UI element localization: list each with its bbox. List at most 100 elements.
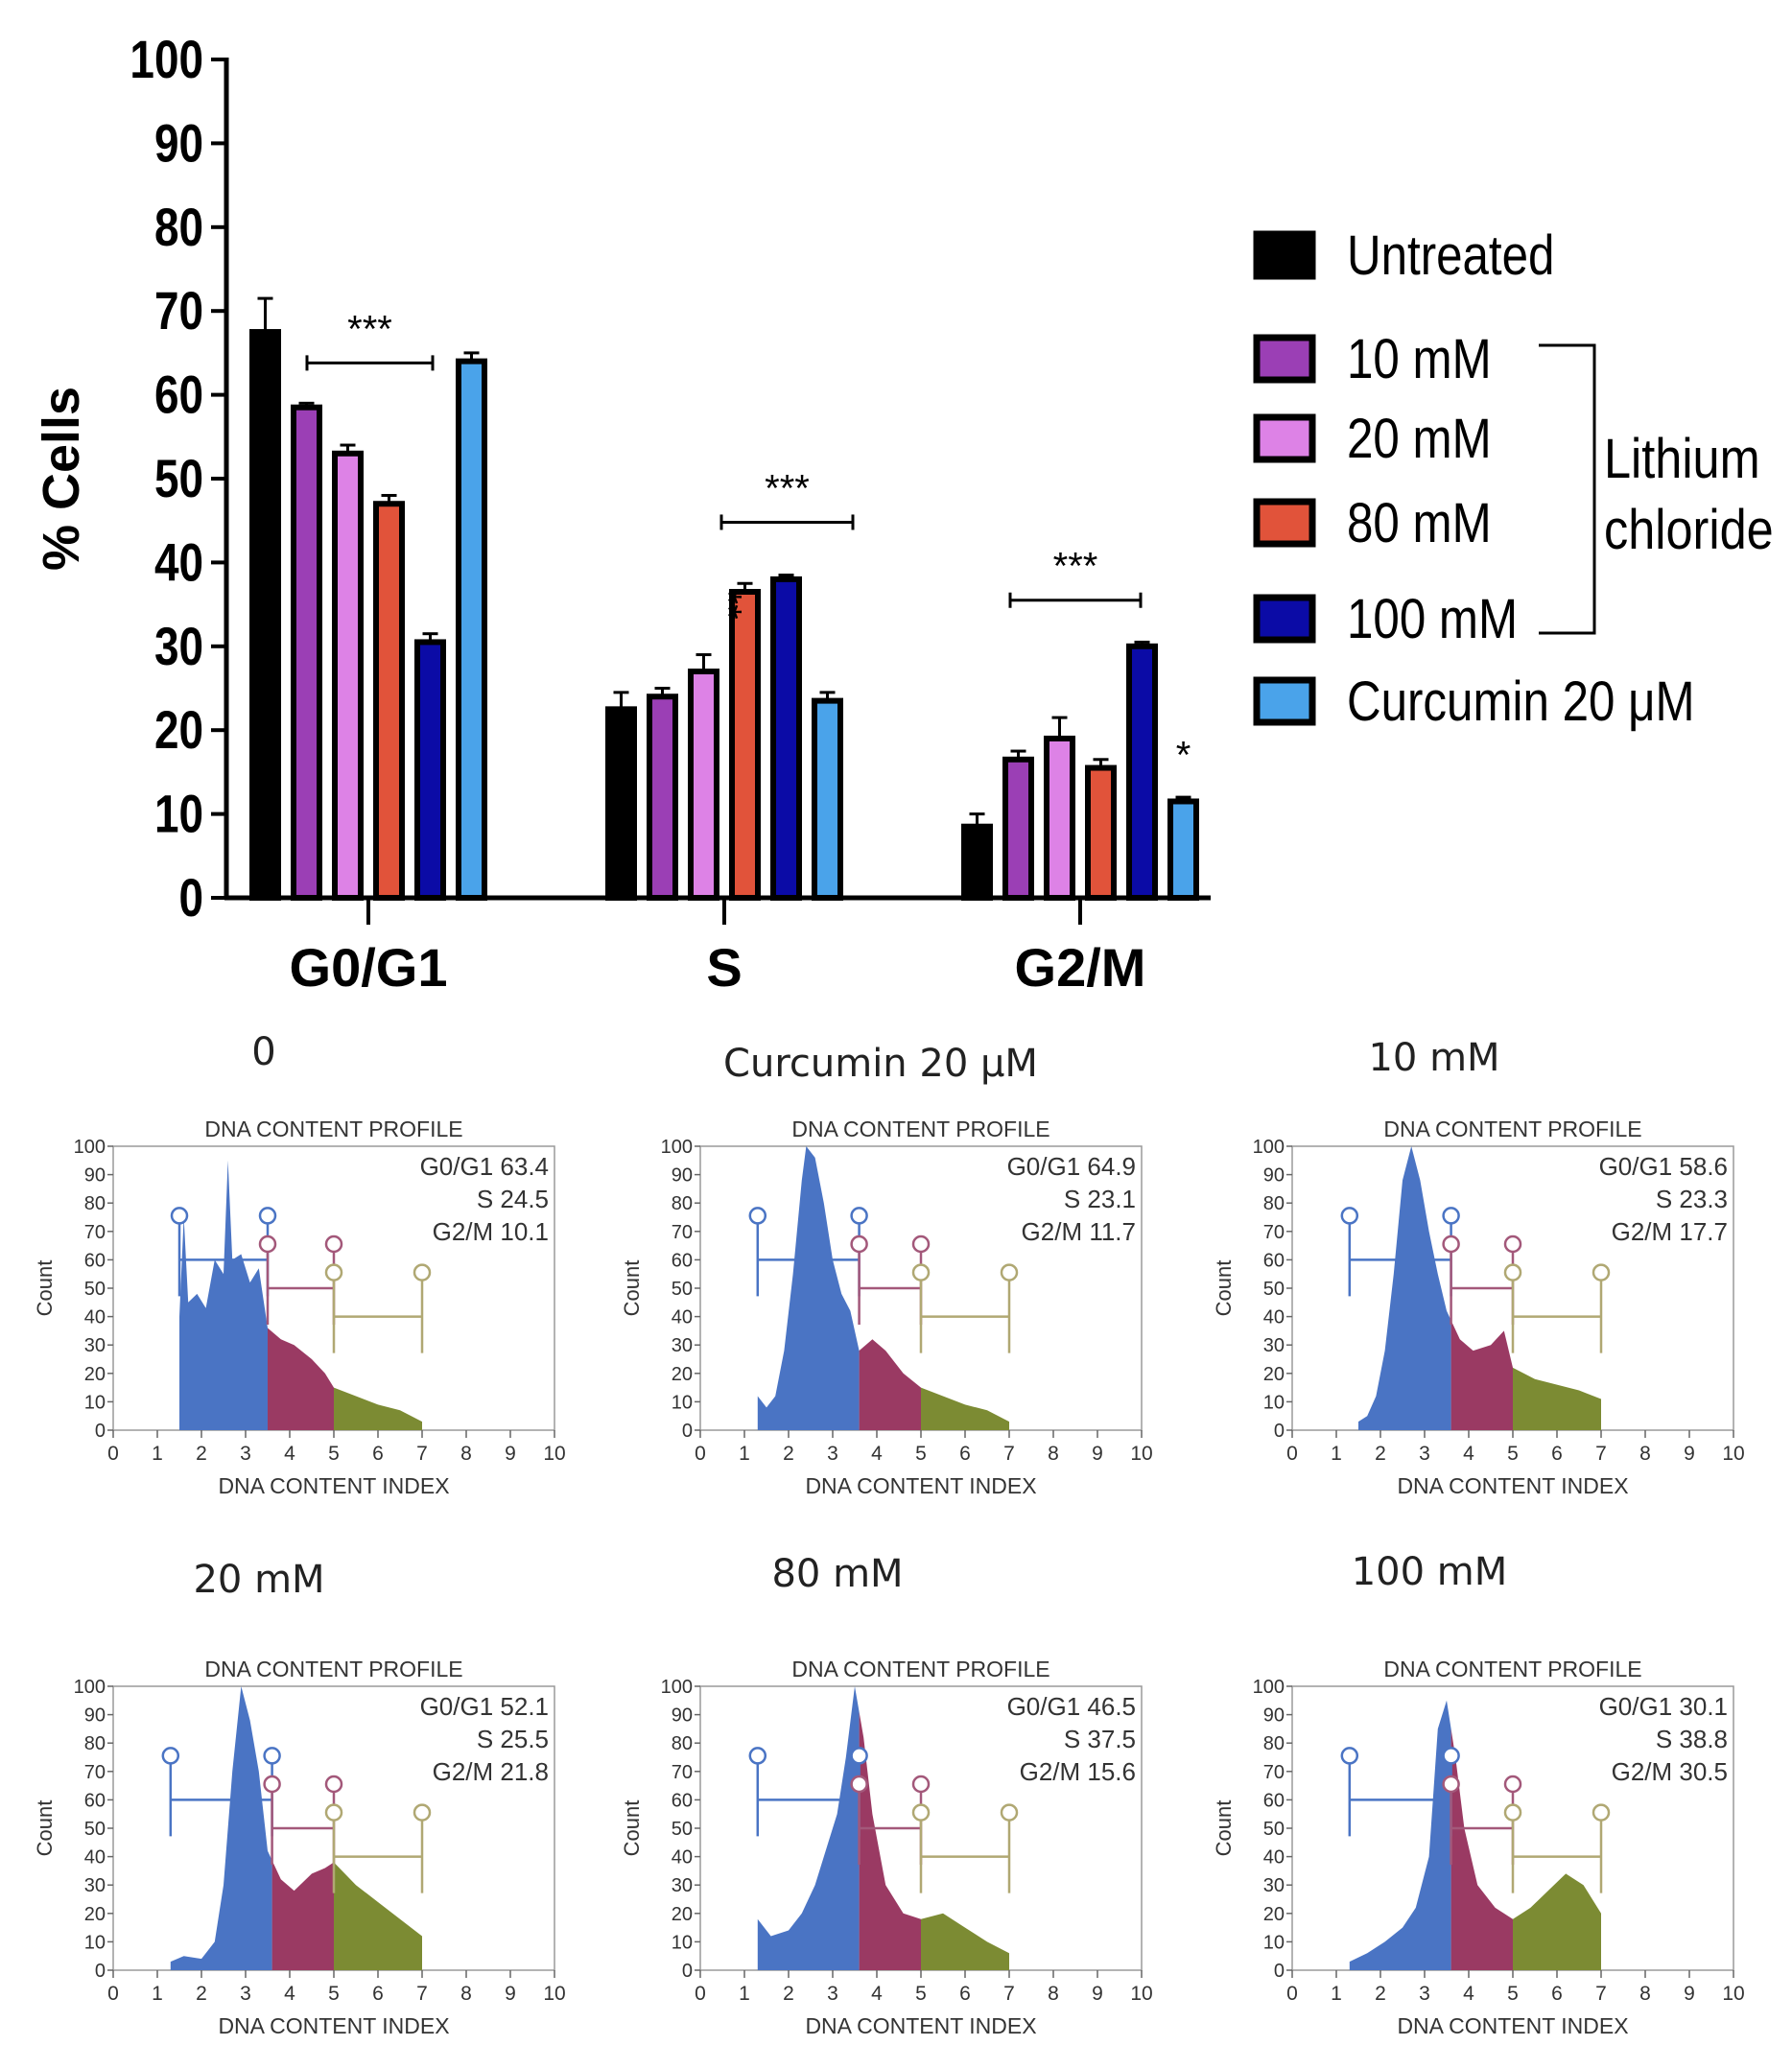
gate-handle: [1503, 1775, 1522, 1794]
x-tick-label: 0: [107, 1983, 119, 2005]
gate-handle: [1442, 1747, 1460, 1765]
y-tick-label: 60: [672, 1250, 693, 1271]
phase-stat: G2/M 17.7: [1612, 1217, 1728, 1246]
x-tick-label: 0: [695, 1443, 706, 1465]
x-tick-label: 0: [107, 1443, 119, 1465]
x-tick-label: 7: [1595, 1983, 1607, 2005]
legend-swatch: [1253, 230, 1316, 280]
x-tick-label: 4: [871, 1983, 883, 2005]
x-tick-label: S: [706, 937, 742, 998]
histogram-segment: [921, 1387, 1009, 1430]
x-tick-label: 1: [739, 1983, 750, 2005]
histogram-segment: [859, 1339, 921, 1430]
x-tick-label: 6: [372, 1983, 384, 2005]
phase-stat: G0/G1 46.5: [1007, 1692, 1136, 1721]
gate-handle: [850, 1747, 868, 1765]
y-tick-label: 0: [95, 1961, 106, 1982]
y-tick-label: 30: [84, 1875, 106, 1896]
gate-handle: [170, 1207, 189, 1225]
x-tick-label: 9: [505, 1983, 516, 2005]
legend-label: Curcumin 20 μM: [1347, 670, 1695, 733]
y-tick-label: 20: [154, 700, 203, 760]
x-tick-label: 1: [152, 1983, 163, 2005]
y-tick-label: 90: [1263, 1165, 1285, 1187]
legend-group-bracket: [1539, 343, 1596, 635]
y-axis-label: Count: [620, 1800, 644, 1857]
bar: [1002, 756, 1034, 901]
y-axis-label: Count: [620, 1260, 644, 1317]
gate-handle: [263, 1747, 281, 1765]
y-tick-label: 20: [1263, 1904, 1285, 1925]
x-tick-label: 3: [240, 1983, 251, 2005]
x-tick-label: 4: [284, 1983, 295, 2005]
x-tick-label: 6: [959, 1983, 971, 2005]
phase-stat: G0/G1 63.4: [420, 1152, 549, 1181]
gate-handle: [911, 1803, 931, 1822]
bar: [688, 669, 719, 902]
x-tick-label: 1: [1331, 1443, 1342, 1465]
gate-handle: [748, 1207, 767, 1225]
x-tick-label: 6: [1551, 1983, 1563, 2005]
y-tick-label: 10: [84, 1392, 106, 1413]
legend-group-label: chloride: [1604, 499, 1774, 561]
legend-swatch: [1253, 498, 1316, 548]
panel-caption: 80 mM: [771, 1552, 903, 1596]
x-axis-label: DNA CONTENT INDEX: [805, 1473, 1036, 1498]
x-tick-label: 10: [543, 1983, 565, 2005]
gate-handle: [850, 1234, 868, 1254]
gate-handle: [324, 1803, 343, 1822]
bar: [1044, 735, 1075, 901]
x-tick-label: 2: [783, 1983, 794, 2005]
y-tick-label: 90: [672, 1165, 693, 1187]
panel-caption: 20 mM: [193, 1558, 324, 1602]
legend-label: Untreated: [1347, 224, 1554, 287]
y-axis-label: Count: [1212, 1800, 1236, 1857]
gate-handle: [1000, 1803, 1019, 1822]
x-tick-label: 10: [1722, 1983, 1744, 2005]
y-tick-label: 40: [1263, 1307, 1285, 1328]
x-tick-label: 0: [1286, 1983, 1298, 2005]
gate-handle: [850, 1207, 868, 1225]
y-tick-label: 40: [84, 1307, 106, 1328]
y-tick-label: 0: [95, 1421, 106, 1442]
y-tick-label: 60: [154, 364, 203, 424]
y-tick-label: 40: [672, 1307, 693, 1328]
y-tick-label: 80: [84, 1733, 106, 1754]
y-tick-label: 20: [84, 1904, 106, 1925]
gate-handle: [911, 1234, 931, 1254]
x-tick-label: 8: [1048, 1443, 1059, 1465]
x-tick-label: 5: [915, 1983, 927, 2005]
y-tick-label: 50: [1263, 1279, 1285, 1300]
bar: [332, 450, 364, 901]
y-tick-label: 70: [672, 1762, 693, 1783]
x-tick-label: 4: [1463, 1443, 1474, 1465]
bar: [961, 823, 993, 902]
bar: [414, 639, 446, 901]
gate-handle: [850, 1775, 868, 1794]
x-tick-label: 7: [1595, 1443, 1607, 1465]
x-tick-label: 2: [196, 1983, 207, 2005]
y-axis-label: Count: [33, 1260, 57, 1317]
x-tick-label: 3: [827, 1443, 838, 1465]
y-tick-label: 100: [661, 1137, 693, 1158]
y-tick-label: 40: [84, 1847, 106, 1869]
x-tick-label: 5: [1507, 1983, 1519, 2005]
x-tick-label: 3: [240, 1443, 251, 1465]
legend: Untreated 10 mM 20 mM 80 mM 100 mM Curcumin 2…: [1253, 224, 1774, 733]
x-tick-label: 0: [695, 1983, 706, 2005]
y-tick-label: 30: [1263, 1335, 1285, 1356]
gate-handle: [1503, 1234, 1522, 1254]
y-tick-label: 50: [1263, 1819, 1285, 1840]
y-tick-label: 30: [672, 1875, 693, 1896]
panel-caption: 0: [251, 1030, 275, 1074]
y-tick-label: 90: [672, 1705, 693, 1727]
x-tick-label: 7: [1003, 1443, 1015, 1465]
y-tick-label: 50: [84, 1819, 106, 1840]
gate-handle: [1000, 1263, 1019, 1281]
x-tick-label: 8: [1639, 1443, 1651, 1465]
y-tick-label: 60: [1263, 1790, 1285, 1811]
histogram-panel: 20 mM DNA CONTENT PROFILE G0/G1 52.1 S 25.5…: [33, 1558, 566, 2038]
bar: [456, 358, 487, 901]
